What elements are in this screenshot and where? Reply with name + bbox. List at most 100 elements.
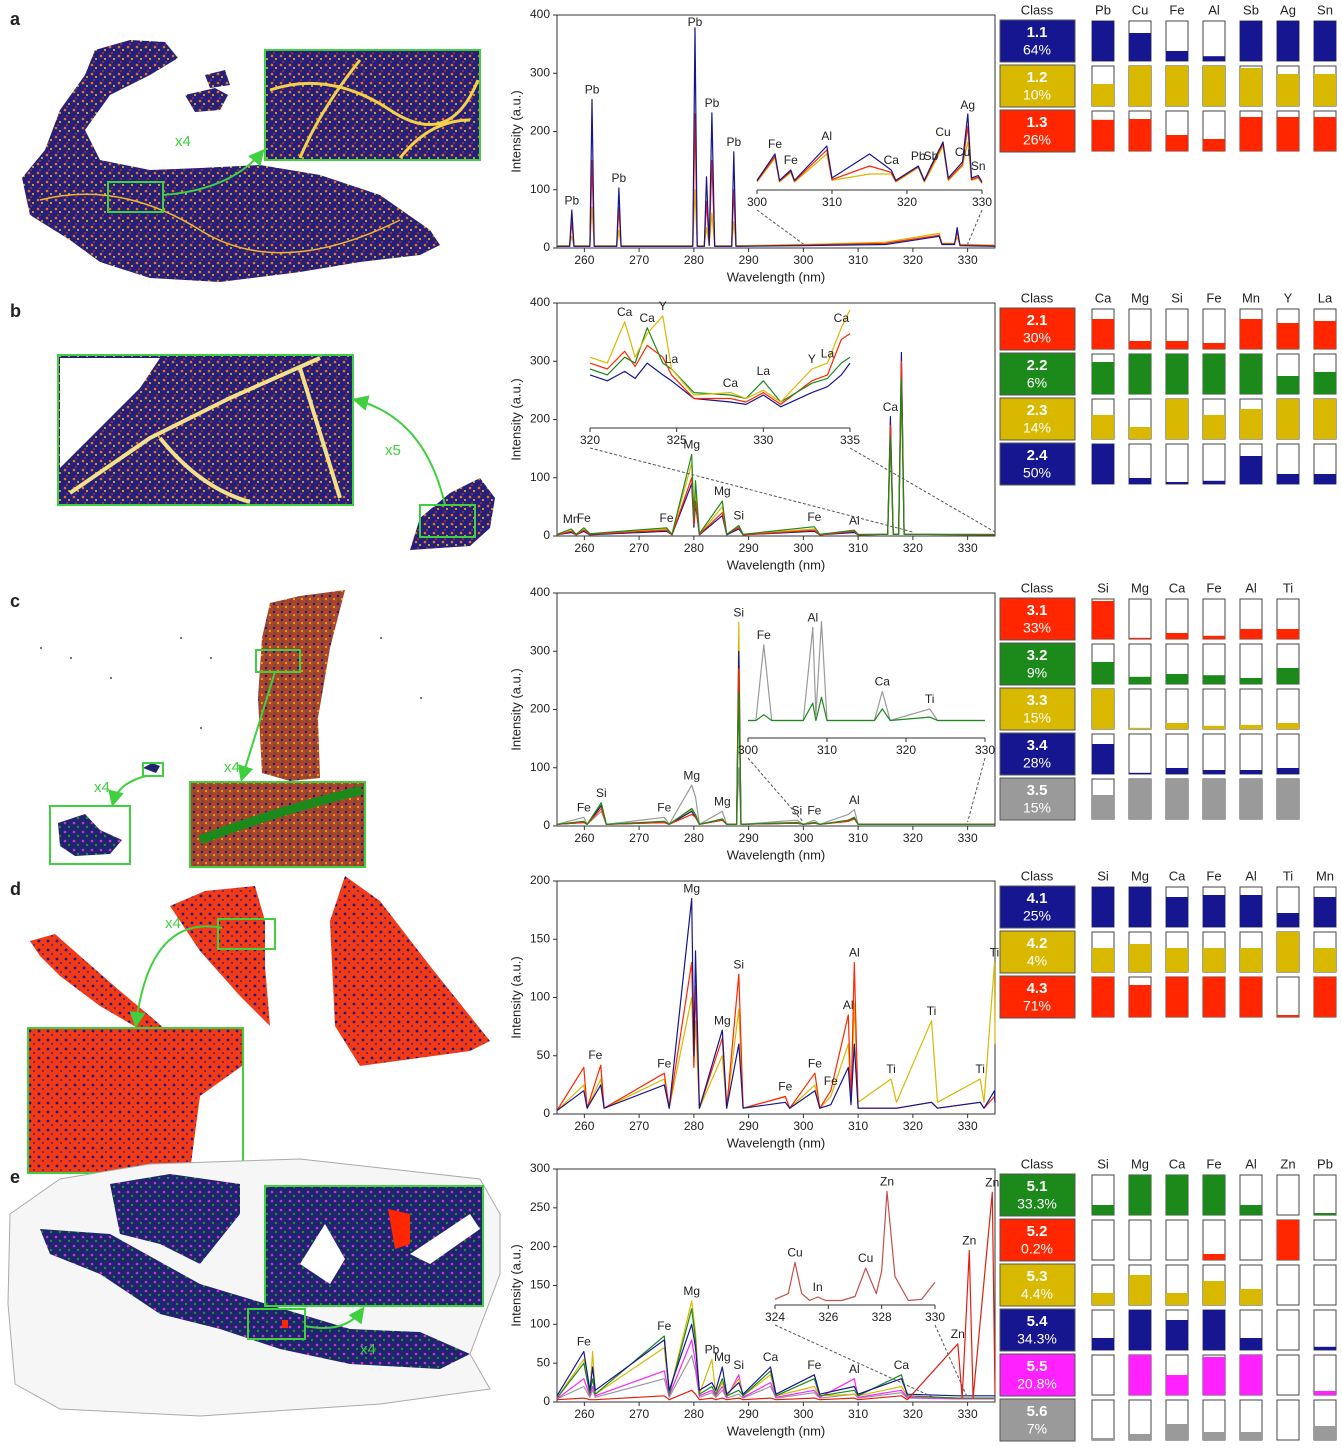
peak-label: Cu — [787, 1246, 802, 1260]
inset-tick-label: 320 — [580, 433, 600, 447]
map-c: c x4 x4 — [10, 590, 422, 867]
cell-frame — [1277, 1175, 1299, 1215]
peak-label: Fe — [778, 1080, 792, 1094]
fraction-bar — [1092, 887, 1114, 927]
fraction-bar — [1129, 66, 1151, 106]
fraction-bar — [1203, 779, 1225, 819]
fraction-bar — [1240, 354, 1262, 394]
class-name: 4.2 — [1027, 935, 1048, 952]
peak-label: Al — [807, 611, 818, 625]
y-tick-label: 400 — [530, 585, 550, 599]
map-d: d x4 — [10, 876, 490, 1173]
element-header: Al — [1245, 580, 1257, 595]
fraction-bar — [1166, 768, 1188, 774]
fraction-bar — [1240, 629, 1262, 639]
fraction-bar — [1203, 354, 1225, 394]
fraction-bar — [1314, 977, 1336, 1017]
fraction-bar — [1166, 1375, 1188, 1395]
panel-label: a — [10, 9, 21, 29]
fraction-bar — [1277, 399, 1299, 439]
plot-frame — [557, 15, 995, 248]
y-axis-title: Intensity (a.u.) — [508, 956, 523, 1038]
class-header: Class — [1021, 580, 1054, 595]
class-share: 7% — [1027, 1421, 1047, 1437]
peak-label: Al — [849, 1362, 860, 1376]
class-share: 9% — [1027, 665, 1047, 681]
fraction-bar — [1129, 773, 1151, 774]
inset-tick-label: 326 — [818, 1310, 838, 1324]
peak-label: Mg — [714, 1350, 731, 1364]
y-tick-label: 400 — [530, 7, 550, 21]
peak-label: Y — [659, 299, 667, 313]
class-name: 3.1 — [1027, 602, 1048, 619]
fraction-bar — [1092, 415, 1114, 439]
fraction-bar — [1166, 135, 1188, 151]
spectrum-line — [557, 361, 995, 535]
panel-label: c — [10, 591, 20, 611]
plot-frame — [557, 1169, 995, 1402]
element-header: Sb — [1243, 2, 1259, 17]
cell-frame — [1203, 21, 1225, 61]
y-tick-label: 300 — [530, 65, 550, 79]
class-name: 1.2 — [1027, 69, 1048, 86]
fraction-bar — [1129, 478, 1151, 484]
inset-tick-label: 330 — [925, 1310, 945, 1324]
class-share: 15% — [1023, 800, 1051, 816]
fraction-bar — [1277, 932, 1299, 972]
fraction-bar — [1129, 354, 1151, 394]
fraction-bar — [1129, 341, 1151, 349]
fraction-bar — [1166, 674, 1188, 684]
class-name: 5.4 — [1027, 1313, 1049, 1330]
peak-label: Mg — [683, 882, 700, 896]
peak-label: Fe — [657, 800, 671, 814]
fraction-bar — [1203, 770, 1225, 774]
peak-label: Fe — [807, 803, 821, 817]
fraction-bar — [1203, 1254, 1225, 1260]
peak-label: Ca — [640, 311, 656, 325]
class-share: 14% — [1023, 420, 1051, 436]
y-tick-label: 150 — [530, 931, 550, 945]
y-tick-label: 100 — [530, 470, 550, 484]
fraction-bar — [1166, 723, 1188, 729]
y-tick-label: 150 — [530, 1278, 550, 1292]
fraction-bar — [1203, 895, 1225, 927]
x-tick-label: 310 — [848, 1119, 868, 1133]
fraction-bar — [1166, 341, 1188, 349]
class-share: 64% — [1023, 42, 1051, 58]
fraction-bar — [1314, 321, 1336, 349]
element-header: Fe — [1206, 1156, 1221, 1171]
fraction-bar — [1240, 409, 1262, 439]
class-name: 3.3 — [1027, 692, 1048, 709]
peak-label: Fe — [588, 1048, 602, 1062]
fraction-bar — [1092, 689, 1114, 729]
leader-line — [757, 210, 803, 244]
fraction-bar — [1314, 1426, 1336, 1440]
peak-label: Mg — [714, 795, 731, 809]
element-header: Ca — [1095, 290, 1112, 305]
peak-label: Ca — [894, 1358, 910, 1372]
fraction-bar — [1240, 770, 1262, 774]
peak-label: Al — [849, 946, 860, 960]
zoom-label: x5 — [385, 442, 401, 459]
x-tick-label: 300 — [793, 541, 813, 555]
fraction-bar — [1240, 678, 1262, 684]
plot-frame — [557, 881, 995, 1114]
x-tick-label: 330 — [958, 831, 978, 845]
x-tick-label: 280 — [684, 541, 704, 555]
x-tick-label: 310 — [848, 541, 868, 555]
fraction-bar — [1129, 728, 1151, 729]
x-tick-label: 260 — [574, 1407, 594, 1421]
peak-label: Pb — [564, 193, 579, 207]
class-share: 4% — [1027, 953, 1047, 969]
y-tick-label: 300 — [530, 643, 550, 657]
fraction-bar — [1203, 1310, 1225, 1350]
peak-label: Si — [733, 957, 744, 971]
x-tick-label: 330 — [958, 541, 978, 555]
fraction-bar — [1129, 944, 1151, 972]
class-share: 15% — [1023, 710, 1051, 726]
y-tick-label: 0 — [543, 1106, 550, 1120]
peak-label: Cu — [858, 1251, 873, 1265]
cell-frame — [1277, 1265, 1299, 1305]
x-tick-label: 330 — [958, 1407, 978, 1421]
peak-label: Si — [733, 509, 744, 523]
